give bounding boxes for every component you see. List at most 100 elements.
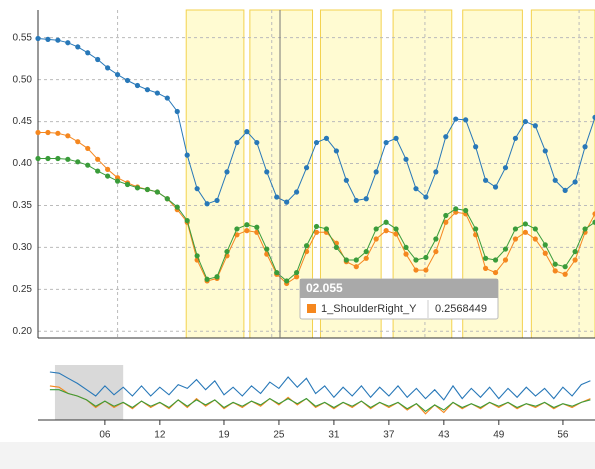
point bbox=[562, 264, 568, 270]
point bbox=[303, 165, 310, 171]
point bbox=[542, 148, 548, 154]
point bbox=[35, 129, 41, 136]
point bbox=[592, 219, 595, 225]
point bbox=[353, 264, 359, 270]
highlight-region bbox=[185, 9, 245, 339]
point bbox=[294, 274, 300, 280]
point bbox=[492, 269, 499, 276]
point bbox=[244, 222, 250, 228]
point bbox=[532, 236, 538, 242]
point bbox=[592, 211, 595, 217]
point bbox=[463, 117, 469, 123]
point bbox=[433, 169, 439, 175]
point bbox=[65, 40, 71, 46]
point bbox=[244, 129, 250, 135]
point bbox=[254, 224, 260, 230]
point bbox=[403, 244, 409, 251]
point bbox=[512, 135, 519, 141]
point bbox=[502, 257, 509, 263]
point bbox=[453, 116, 459, 122]
point bbox=[463, 207, 469, 214]
point bbox=[383, 219, 389, 225]
point bbox=[403, 156, 409, 162]
point bbox=[373, 226, 379, 232]
x-tick-label: 06 bbox=[99, 430, 111, 441]
x-tick-label: 19 bbox=[218, 430, 230, 441]
point bbox=[313, 229, 320, 235]
point bbox=[353, 257, 359, 263]
point bbox=[482, 255, 489, 261]
point bbox=[353, 197, 359, 204]
point bbox=[214, 274, 220, 280]
point bbox=[313, 223, 320, 230]
point bbox=[403, 251, 409, 257]
point bbox=[174, 108, 180, 115]
tooltip-swatch bbox=[307, 304, 316, 313]
point bbox=[473, 226, 479, 232]
point bbox=[85, 162, 91, 168]
point bbox=[85, 50, 91, 56]
point bbox=[343, 177, 349, 183]
point bbox=[75, 159, 81, 165]
point bbox=[482, 177, 489, 183]
point bbox=[393, 231, 399, 237]
point bbox=[95, 156, 101, 162]
point bbox=[55, 130, 61, 136]
point bbox=[264, 169, 270, 175]
point bbox=[204, 201, 210, 207]
point bbox=[532, 123, 538, 129]
point bbox=[95, 168, 101, 174]
point bbox=[343, 257, 349, 263]
point bbox=[204, 276, 210, 282]
point bbox=[572, 248, 578, 255]
tooltip-value: 0.2568449 bbox=[435, 303, 487, 315]
point bbox=[274, 269, 280, 276]
y-tick-label: 0.55 bbox=[13, 32, 33, 43]
point bbox=[254, 139, 260, 146]
x-tick-label: 37 bbox=[383, 430, 395, 441]
point bbox=[194, 253, 200, 259]
point bbox=[562, 187, 568, 193]
tooltip-series: 1_ShoulderRight_Y bbox=[321, 303, 417, 315]
x-tick-label: 56 bbox=[557, 430, 569, 441]
point bbox=[453, 206, 459, 212]
point bbox=[423, 267, 429, 273]
tooltip-title: 02.055 bbox=[306, 281, 343, 295]
point bbox=[383, 228, 389, 234]
point bbox=[154, 189, 160, 195]
point bbox=[114, 178, 121, 184]
point bbox=[582, 226, 588, 232]
series-line bbox=[49, 389, 591, 412]
point bbox=[393, 226, 399, 232]
point bbox=[85, 145, 91, 152]
y-tick-label: 0.45 bbox=[13, 116, 33, 127]
point bbox=[224, 169, 230, 175]
y-tick-label: 0.20 bbox=[13, 326, 33, 337]
point bbox=[284, 278, 290, 284]
point bbox=[492, 184, 499, 190]
point bbox=[532, 226, 538, 232]
point bbox=[65, 133, 71, 139]
point bbox=[592, 114, 595, 120]
x-tick-label: 43 bbox=[438, 430, 450, 441]
point bbox=[443, 219, 449, 225]
point bbox=[363, 248, 369, 255]
point bbox=[423, 254, 429, 261]
point bbox=[413, 267, 419, 273]
point bbox=[333, 244, 339, 251]
point bbox=[244, 228, 250, 234]
point bbox=[323, 135, 330, 141]
series-line bbox=[49, 371, 591, 401]
x-tick-label: 31 bbox=[328, 430, 340, 441]
point bbox=[164, 95, 170, 101]
point bbox=[55, 155, 61, 162]
point bbox=[542, 250, 548, 256]
plot-layer: 0.20 0.25 0.30 0.35 0.40 0.45 0.50 0.55 06 12 19 25… bbox=[13, 9, 595, 441]
point bbox=[45, 129, 51, 136]
point bbox=[105, 65, 111, 71]
y-tick-label: 0.25 bbox=[13, 284, 33, 295]
tooltip-header bbox=[300, 279, 498, 298]
point bbox=[542, 242, 548, 248]
point bbox=[294, 189, 300, 195]
